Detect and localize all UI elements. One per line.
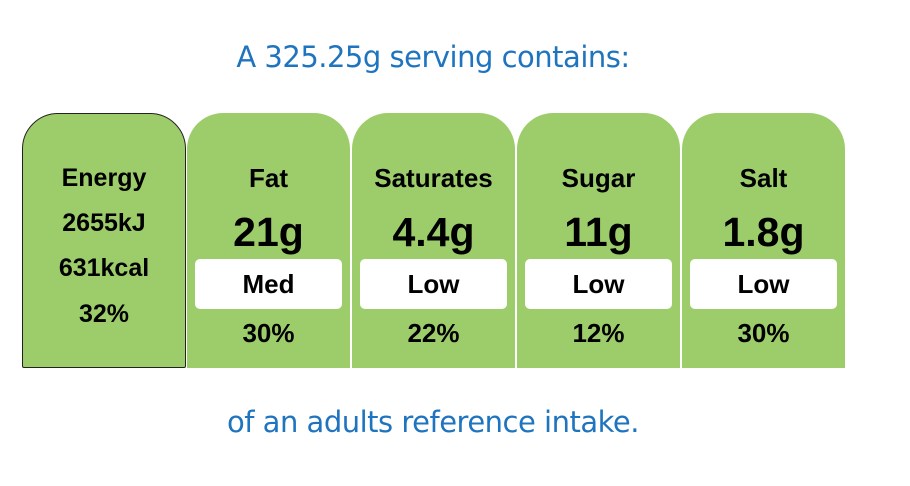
header-title: A 325.25g serving contains: <box>236 40 630 74</box>
footer-text: of an adults reference intake. <box>227 405 639 439</box>
nutrient-level: Low <box>525 259 672 309</box>
nutrient-percent: 30% <box>737 318 790 348</box>
nutrient-amount: 4.4g <box>392 209 475 255</box>
nutrient-percent: 30% <box>242 318 295 348</box>
nutrient-level: Low <box>360 259 507 309</box>
energy-kcal: 631kcal <box>58 254 150 282</box>
energy-label: Energy <box>61 164 147 192</box>
nutrient-level: Med <box>195 259 342 309</box>
nutrient-panel: Fat 21g Med 30% <box>187 113 350 368</box>
nutrient-level: Low <box>690 259 837 309</box>
nutrient-percent: 22% <box>407 318 460 348</box>
nutrient-panel: Saturates 4.4g Low 22% <box>352 113 515 368</box>
nutrient-name: Salt <box>739 163 788 193</box>
energy-kj: 2655kJ <box>62 209 146 237</box>
nutrient-panel: Salt 1.8g Low 30% <box>682 113 845 368</box>
nutrient-amount: 21g <box>233 209 304 255</box>
nutrient-name: Sugar <box>561 163 636 193</box>
energy-percent: 32% <box>78 300 130 328</box>
energy-panel: Energy 2655kJ 631kcal 32% <box>22 113 186 368</box>
nutrient-amount: 11g <box>564 209 633 255</box>
nutrient-amount: 1.8g <box>722 209 805 255</box>
nutrient-name: Saturates <box>374 163 493 193</box>
nutrient-panel: Sugar 11g Low 12% <box>517 113 680 368</box>
nutrient-percent: 12% <box>572 318 625 348</box>
nutrient-name: Fat <box>249 163 288 193</box>
